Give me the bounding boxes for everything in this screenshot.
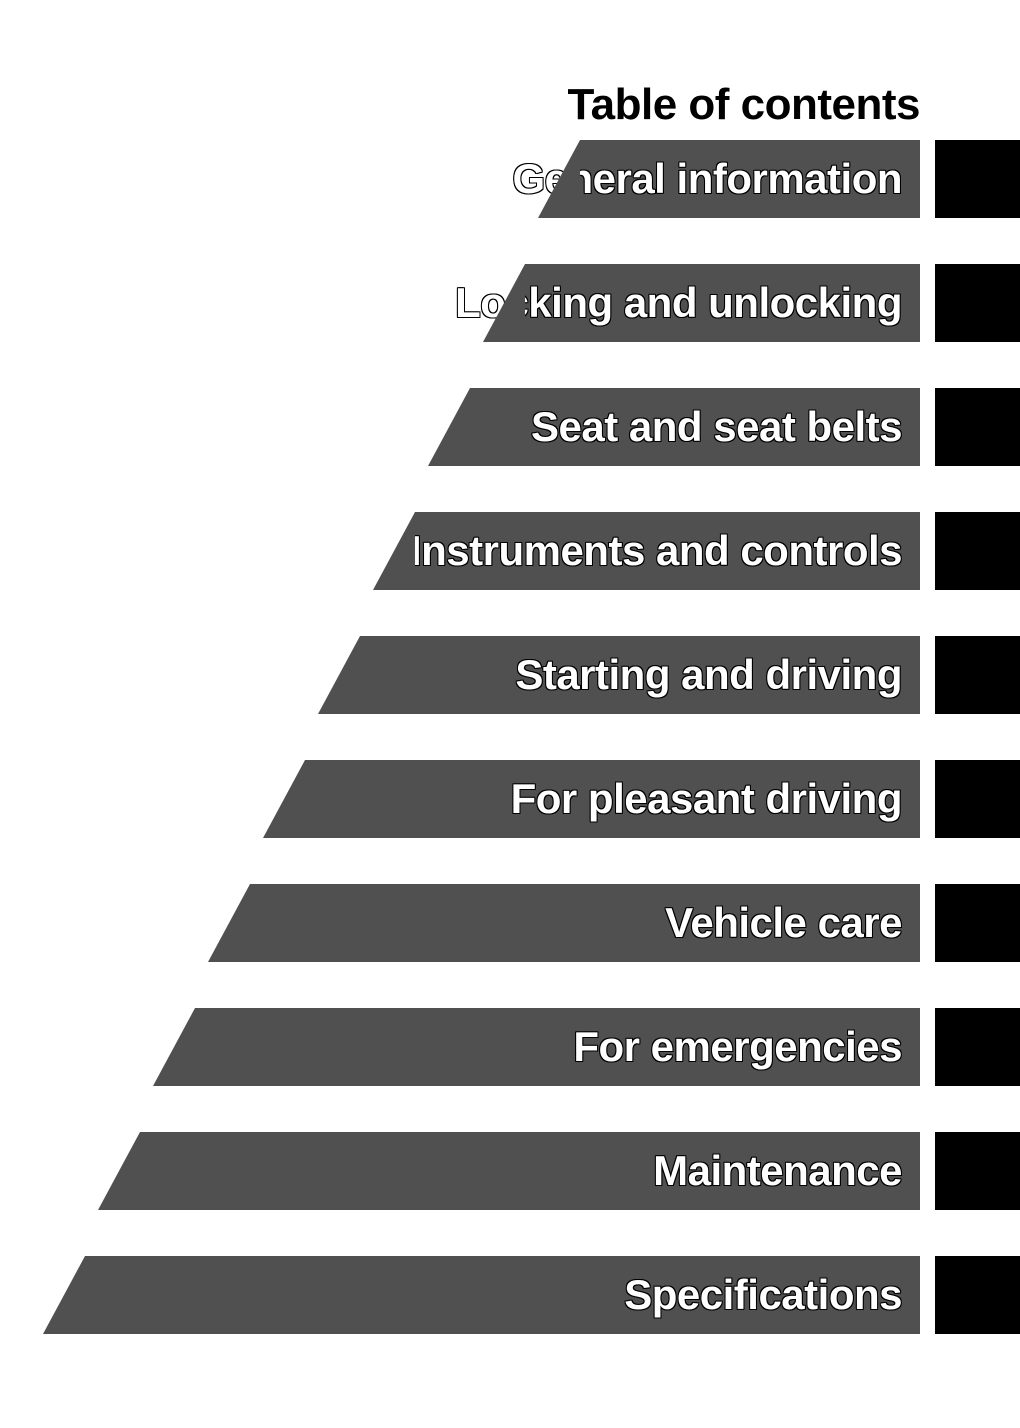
toc-row[interactable]: Starting and driving [0,636,1020,714]
thumb-tab[interactable] [935,512,1020,590]
toc-tab[interactable]: For emergencies [195,1008,920,1086]
toc-row[interactable]: Instruments and controls [0,512,1020,590]
toc-tab[interactable]: Specifications [85,1256,920,1334]
toc-list: General information Locking and unlocking… [0,140,1020,1334]
toc-tab-label: Starting and driving [515,651,902,699]
toc-row[interactable]: Seat and seat belts [0,388,1020,466]
toc-page: Table of contents General information Loc… [0,0,1020,1428]
toc-tab-label: Specifications [624,1271,902,1319]
toc-tab-label: General information [512,155,902,203]
toc-tab[interactable]: Locking and unlocking [525,264,920,342]
thumb-tab[interactable] [935,636,1020,714]
toc-row[interactable]: For emergencies [0,1008,1020,1086]
toc-tab-label: Instruments and controls [410,527,902,575]
page-title: Table of contents [0,80,1020,130]
toc-row[interactable]: For pleasant driving [0,760,1020,838]
toc-tab[interactable]: Starting and driving [360,636,920,714]
toc-tab-label: Maintenance [653,1147,902,1195]
thumb-tab[interactable] [935,884,1020,962]
toc-row[interactable]: Vehicle care [0,884,1020,962]
toc-tab-label: For emergencies [573,1023,902,1071]
toc-row[interactable]: Maintenance [0,1132,1020,1210]
toc-tab[interactable]: General information [580,140,920,218]
toc-tab-label: For pleasant driving [511,775,902,823]
toc-tab-label: Locking and unlocking [455,279,902,327]
toc-tab-label: Seat and seat belts [531,403,902,451]
toc-row[interactable]: Specifications [0,1256,1020,1334]
thumb-tab[interactable] [935,140,1020,218]
thumb-tab[interactable] [935,1256,1020,1334]
thumb-tab[interactable] [935,1132,1020,1210]
toc-tab[interactable]: Vehicle care [250,884,920,962]
thumb-tab[interactable] [935,388,1020,466]
thumb-tab[interactable] [935,264,1020,342]
toc-row[interactable]: Locking and unlocking [0,264,1020,342]
thumb-tab[interactable] [935,1008,1020,1086]
toc-tab-label: Vehicle care [665,899,902,947]
thumb-tab[interactable] [935,760,1020,838]
toc-tab[interactable]: Maintenance [140,1132,920,1210]
toc-row[interactable]: General information [0,140,1020,218]
toc-tab[interactable]: For pleasant driving [305,760,920,838]
toc-tab[interactable]: Instruments and controls [415,512,920,590]
toc-tab[interactable]: Seat and seat belts [470,388,920,466]
